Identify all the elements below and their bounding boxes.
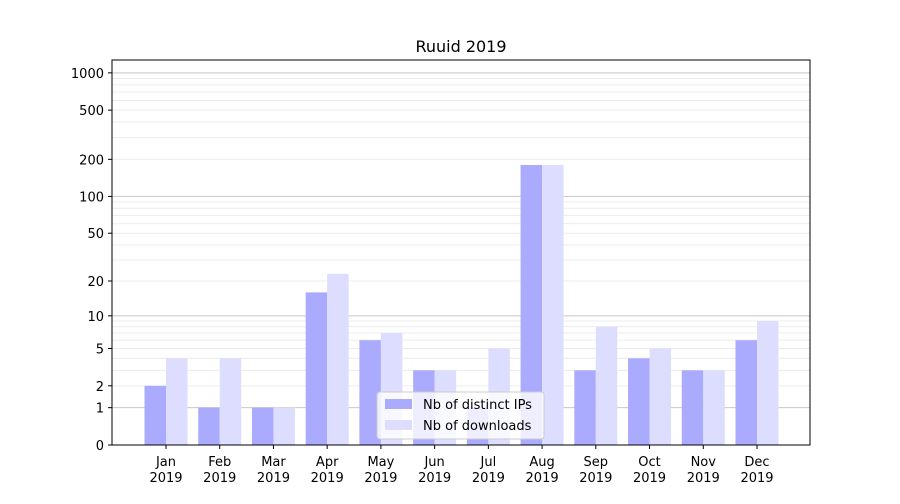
y-tick-label: 1 — [96, 402, 104, 417]
y-tick-label: 100 — [79, 190, 104, 205]
x-tick-label: Aug 2019 — [526, 455, 559, 486]
bar-distinct-ips — [251, 407, 274, 445]
x-tick-label: Nov 2019 — [687, 455, 720, 486]
bar-distinct-ips — [305, 292, 328, 445]
x-tick-label: Apr 2019 — [311, 455, 344, 486]
bar-distinct-ips — [144, 385, 166, 445]
y-axis: 0 1 2 5 10 20 50 100 200 500 1000 — [71, 67, 112, 454]
y-tick-label: 10 — [87, 310, 104, 325]
y-tick-label: 0 — [96, 439, 104, 454]
bar-downloads — [649, 348, 672, 445]
y-tick-label: 5 — [96, 342, 104, 357]
chart-title: Ruuid 2019 — [415, 37, 506, 56]
legend-swatch-downloads — [385, 420, 412, 430]
y-tick-label: 20 — [87, 275, 104, 290]
bar-downloads — [273, 407, 295, 445]
bar-downloads — [595, 326, 618, 445]
bar-distinct-ips — [735, 340, 757, 445]
x-tick-label: May 2019 — [364, 455, 397, 486]
legend-box — [376, 391, 545, 440]
y-tick-label: 2 — [96, 380, 104, 395]
legend-label-downloads: Nb of downloads — [423, 419, 532, 434]
bar-downloads — [327, 273, 349, 445]
x-tick-label: Jun 2019 — [418, 455, 451, 486]
bar-distinct-ips — [359, 340, 381, 445]
bar-downloads — [219, 358, 242, 445]
x-tick-label: Oct 2019 — [633, 455, 666, 486]
x-tick-label: Mar 2019 — [257, 455, 290, 486]
y-tick-label: 200 — [79, 153, 104, 168]
bar-distinct-ips — [628, 358, 650, 445]
bar-distinct-ips — [681, 370, 704, 445]
bar-distinct-ips — [574, 370, 596, 445]
bar-distinct-ips — [520, 164, 543, 445]
x-tick-label: Feb 2019 — [203, 455, 236, 486]
x-axis: Jan 2019 Feb 2019 Mar 2019 Apr 2019 May 2019 Jun 20… — [149, 445, 774, 486]
bar-downloads — [757, 320, 779, 445]
plot-frame — [111, 59, 811, 446]
x-tick-label: Sep 2019 — [579, 455, 612, 486]
gridlines — [112, 72, 810, 409]
legend-swatch-ips — [385, 399, 412, 409]
bar-distinct-ips — [198, 407, 220, 445]
x-tick-label: Dec 2019 — [740, 455, 773, 486]
x-tick-label: Jan 2019 — [149, 455, 182, 486]
legend-label-ips: Nb of distinct IPs — [423, 398, 532, 413]
y-tick-label: 1000 — [71, 67, 104, 82]
bar-downloads — [166, 358, 188, 445]
y-tick-label: 50 — [87, 227, 104, 242]
legend: Nb of distinct IPs Nb of downloads — [376, 391, 545, 440]
bar-downloads — [542, 164, 564, 445]
x-tick-label: Jul 2019 — [472, 455, 505, 486]
y-tick-label: 500 — [79, 104, 104, 119]
bar-downloads — [703, 370, 725, 445]
